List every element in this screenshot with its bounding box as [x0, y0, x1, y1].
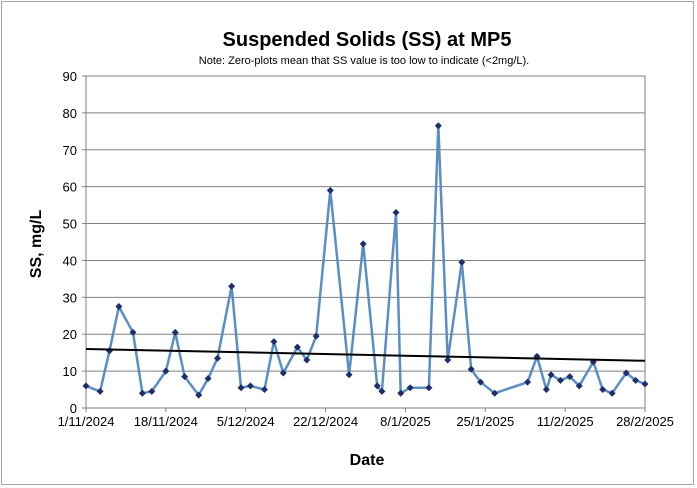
x-axis-ticks: 1/11/2024 18/11/2024 5/12/2024 22/12/2024 8/… — [58, 408, 674, 429]
data-point — [359, 240, 367, 248]
data-point — [434, 122, 442, 130]
x-tick-label: 5/12/2024 — [217, 414, 275, 429]
y-axis-ticks: 0 10 20 30 40 50 60 70 80 90 — [63, 69, 86, 416]
data-point — [312, 332, 320, 340]
x-tick-label: 8/1/2025 — [380, 414, 431, 429]
data-point — [345, 371, 353, 379]
data-point — [622, 369, 630, 377]
data-point — [181, 373, 189, 381]
y-tick-label: 70 — [63, 143, 77, 158]
data-point — [556, 376, 564, 384]
data-point — [491, 389, 499, 397]
data-point — [195, 391, 203, 399]
data-point — [373, 382, 381, 390]
y-tick-label: 0 — [70, 401, 77, 416]
data-point — [406, 384, 414, 392]
y-tick-label: 90 — [63, 69, 77, 84]
y-axis-label: SS, mg/L — [28, 210, 45, 279]
data-point — [641, 380, 649, 388]
y-tick-label: 80 — [63, 106, 77, 121]
x-tick-label: 22/12/2024 — [293, 414, 358, 429]
data-point — [425, 384, 433, 392]
data-point — [378, 387, 386, 395]
x-tick-label: 1/11/2024 — [58, 414, 115, 429]
x-axis-label: Date — [350, 452, 385, 469]
y-tick-label: 20 — [63, 327, 77, 342]
data-point — [82, 382, 90, 390]
data-point — [444, 356, 452, 364]
data-point — [270, 338, 278, 346]
data-point — [293, 343, 301, 351]
data-point — [279, 369, 287, 377]
data-point — [632, 376, 640, 384]
data-point — [162, 367, 170, 375]
x-tick-label: 18/11/2024 — [134, 414, 198, 429]
data-point — [105, 347, 113, 355]
data-point — [228, 282, 236, 290]
data-point — [129, 328, 137, 336]
chart-subtitle: Note: Zero-plots mean that SS value is t… — [199, 55, 529, 67]
data-point — [326, 186, 334, 194]
data-point — [547, 371, 555, 379]
data-point — [467, 365, 475, 373]
data-point — [171, 328, 179, 336]
y-tick-label: 30 — [63, 290, 77, 305]
data-point — [575, 382, 583, 390]
data-point — [566, 373, 574, 381]
x-tick-label: 28/2/2025 — [616, 414, 674, 429]
data-point — [148, 387, 156, 395]
data-point — [261, 386, 269, 394]
data-point — [204, 374, 212, 382]
data-point — [542, 386, 550, 394]
data-point — [477, 378, 485, 386]
x-tick-label: 11/2/2025 — [537, 414, 594, 429]
data-point — [303, 356, 311, 364]
data-point — [96, 387, 104, 395]
data-point — [115, 303, 123, 311]
data-point — [524, 378, 532, 386]
chart-title: Suspended Solids (SS) at MP5 — [223, 29, 512, 51]
y-tick-label: 40 — [63, 253, 77, 268]
data-point — [392, 208, 400, 216]
data-point — [599, 386, 607, 394]
x-tick-label: 25/1/2025 — [456, 414, 514, 429]
data-point — [214, 354, 222, 362]
y-tick-label: 10 — [63, 364, 77, 379]
y-tick-label: 60 — [63, 180, 77, 195]
data-point — [138, 389, 146, 397]
data-point — [608, 389, 616, 397]
data-point — [246, 382, 254, 390]
plot-area — [85, 75, 646, 409]
y-tick-label: 50 — [63, 217, 77, 232]
data-point — [397, 389, 405, 397]
data-point — [458, 258, 466, 266]
trend-line — [85, 347, 646, 362]
data-point — [237, 384, 245, 392]
